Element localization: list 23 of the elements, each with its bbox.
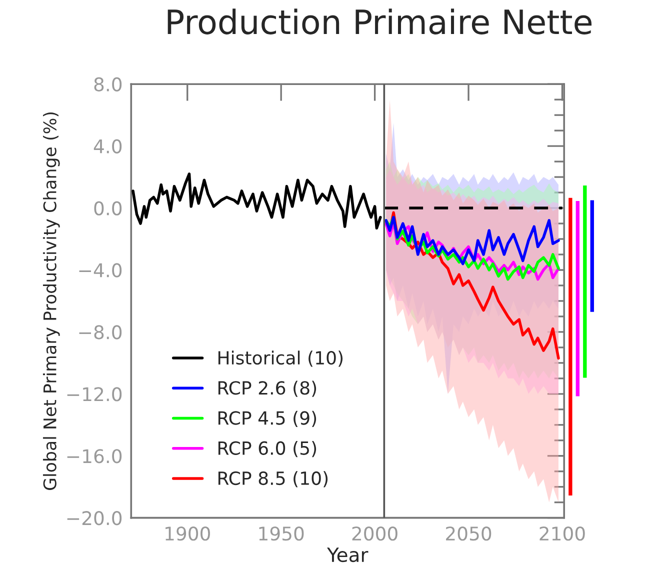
y-tick-label: −20.0 <box>67 511 122 526</box>
legend-label: Historical (10) <box>218 350 343 367</box>
x-tick-label: 2100 <box>540 526 585 541</box>
chart-title: Production Primaire Nette <box>168 8 592 34</box>
y-axis-title: Global Net Primary Productivity Change (%) <box>42 112 60 490</box>
legend-label: RCP 2.6 (8) <box>218 380 316 397</box>
x-axis-title: Year <box>326 548 368 562</box>
legend-label: RCP 6.0 (5) <box>218 440 316 458</box>
x-tick-label: 1900 <box>166 526 210 541</box>
x-tick-label: 2000 <box>352 526 398 541</box>
y-tick-label: −4.0 <box>79 263 122 278</box>
y-tick-label: −8.0 <box>79 325 122 340</box>
x-tick-label: 2050 <box>446 526 492 541</box>
line-series <box>384 216 560 266</box>
line-series <box>132 172 382 230</box>
y-tick-label: −12.0 <box>67 387 122 402</box>
y-tick-label: 8.0 <box>94 77 122 92</box>
y-tick-label: −16.0 <box>67 449 122 464</box>
y-tick-label: 0.0 <box>94 201 122 216</box>
y-tick-label: 4.0 <box>94 139 122 154</box>
x-tick-label: 1950 <box>259 526 304 541</box>
legend-label: RCP 8.5 (10) <box>218 471 328 488</box>
legend-label: RCP 4.5 (9) <box>218 410 316 427</box>
